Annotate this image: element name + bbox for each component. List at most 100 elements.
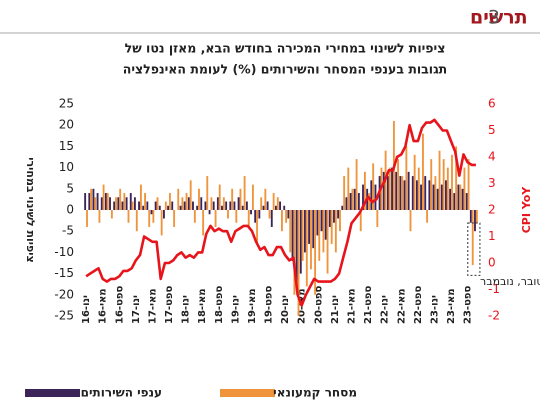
bar [237, 197, 240, 210]
bar [397, 159, 399, 210]
bar [312, 210, 315, 249]
bar [235, 210, 238, 223]
bar [187, 197, 190, 210]
y2-tick-label: 1 [488, 229, 496, 243]
bar [167, 205, 170, 210]
bar [154, 201, 157, 210]
bar [305, 210, 308, 287]
bar [260, 197, 263, 210]
bar [308, 210, 311, 244]
bar [247, 210, 250, 227]
bar [471, 210, 474, 266]
bar [268, 210, 271, 219]
bar [200, 197, 203, 210]
bar [453, 193, 456, 210]
bar [469, 210, 472, 223]
bar [388, 167, 391, 210]
bar [299, 210, 302, 274]
bar [391, 167, 393, 210]
bar [146, 201, 149, 210]
bar [164, 201, 167, 210]
x-tick-label: מאי-23 [446, 288, 457, 324]
bar [316, 210, 319, 236]
bar [110, 210, 113, 219]
bar [243, 176, 246, 210]
x-tick-label: מאי-19 [247, 288, 258, 324]
bar [438, 150, 441, 210]
bar [345, 197, 348, 210]
bar [401, 176, 404, 210]
bar [445, 180, 447, 210]
bar [251, 184, 254, 210]
cpi-line [85, 118, 476, 307]
bar [135, 210, 138, 232]
bar [142, 205, 145, 210]
bar [239, 188, 242, 210]
bar [405, 146, 408, 210]
x-tick-label: ינו-21 [330, 295, 341, 324]
bar [434, 176, 437, 210]
bar [179, 205, 182, 210]
bar [144, 193, 147, 210]
bar [202, 210, 205, 236]
bar [355, 159, 358, 210]
bar [304, 210, 306, 253]
x-tick-label: ינו-22 [380, 295, 391, 324]
bar [229, 201, 232, 210]
bar [198, 188, 200, 210]
bar [376, 210, 379, 227]
y-tick-label: 25 [59, 97, 74, 111]
bar [461, 188, 464, 210]
x-tick-label: מאי-16 [98, 288, 109, 324]
bar [347, 167, 350, 210]
bar [90, 188, 93, 210]
bar [455, 146, 458, 210]
bar [258, 210, 261, 219]
bar [96, 193, 99, 210]
bar [119, 188, 122, 210]
bar [102, 184, 105, 210]
bar [324, 210, 327, 240]
bar [129, 193, 132, 210]
bar [233, 201, 236, 210]
x-tick-label: ספט-22 [413, 286, 424, 324]
bar [281, 210, 283, 232]
bar [183, 201, 186, 210]
bar [218, 184, 221, 210]
bar [370, 180, 373, 210]
bar [264, 188, 267, 210]
bar [148, 210, 151, 227]
legend-label: מסחר קמעונאי [273, 386, 357, 400]
bar [100, 197, 103, 210]
annotation: אוקטובר, נובמבר [480, 275, 540, 288]
y-tick-label: 10 [59, 160, 74, 174]
bar [334, 210, 337, 253]
y-tick-label: 5 [66, 181, 74, 195]
legend-label: ענפי השירותים [81, 386, 162, 400]
bar [222, 197, 225, 210]
bar [349, 193, 352, 210]
x-tick-label: ינו-19 [230, 295, 241, 324]
y2-tick-label: 0 [488, 256, 496, 270]
bar [357, 193, 360, 210]
bar [475, 210, 478, 223]
bar [432, 184, 435, 210]
bar [291, 210, 294, 261]
bar [287, 210, 290, 219]
bar [333, 210, 335, 223]
bar [339, 210, 341, 232]
bar [417, 167, 420, 210]
bar [343, 176, 346, 210]
x-tick-label: ינו-20 [280, 295, 291, 324]
bar [109, 197, 111, 210]
bar [104, 193, 107, 210]
x-tick-label: מאי-17 [147, 288, 158, 324]
bar [173, 210, 176, 227]
y-tick-label: -15 [54, 266, 74, 280]
bar [409, 210, 412, 232]
bar [169, 193, 171, 210]
bar [467, 159, 470, 210]
bar [310, 210, 312, 270]
bar [86, 210, 88, 227]
